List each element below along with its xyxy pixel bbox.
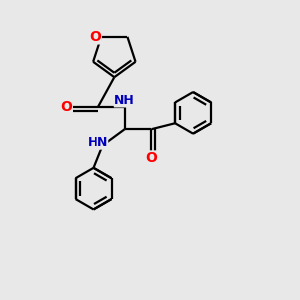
Text: N: N xyxy=(97,136,108,149)
Text: NH: NH xyxy=(114,94,135,107)
Text: O: O xyxy=(60,100,72,114)
Text: O: O xyxy=(89,30,101,44)
Text: O: O xyxy=(146,151,158,165)
Text: H: H xyxy=(88,136,99,149)
